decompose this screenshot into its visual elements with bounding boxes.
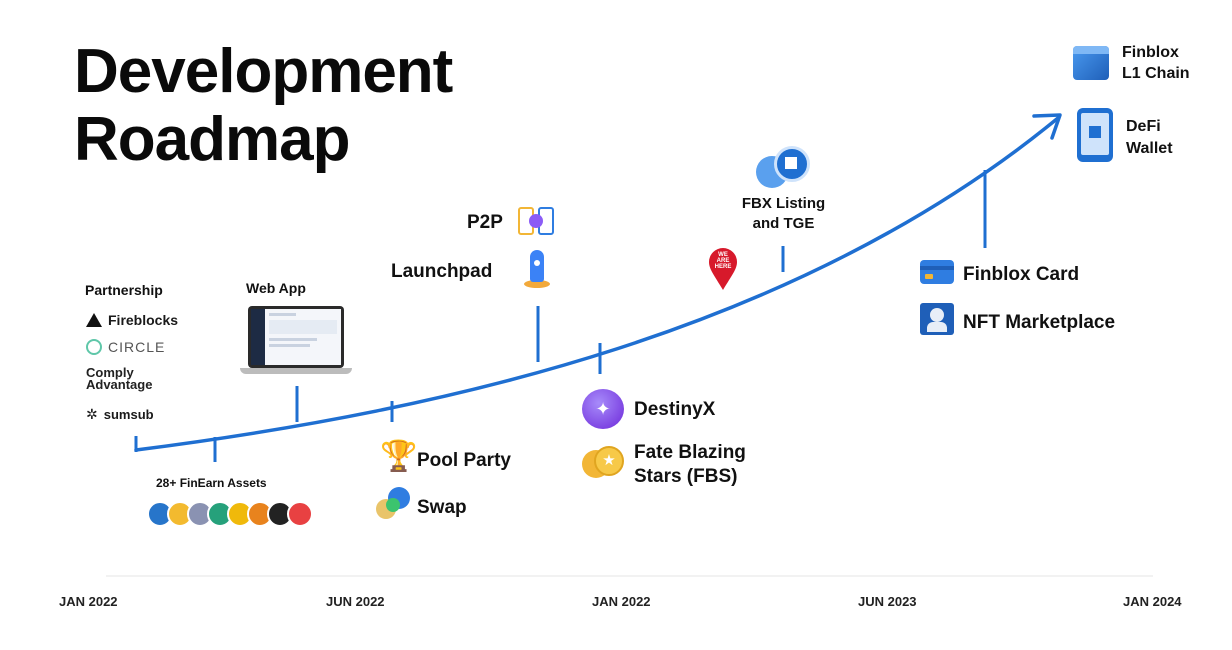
partner-sumsub: ✲ sumsub <box>86 406 154 423</box>
phone-wallet-icon <box>1077 108 1113 162</box>
cube-icon <box>1069 40 1113 82</box>
fbx-listing-label: FBX Listing and TGE <box>736 194 831 234</box>
nft-marketplace-label: NFT Marketplace <box>963 312 1116 333</box>
comply-label: Comply <box>86 365 134 380</box>
fbs-label: Fate Blazing Stars (FBS) <box>634 441 746 489</box>
nft-icon <box>920 303 954 335</box>
partner-circle: CIRCLE <box>86 339 165 355</box>
pool-party-label: Pool Party <box>417 450 511 471</box>
destinyx-label: DestinyX <box>634 399 716 420</box>
page-title: Development Roadmap <box>74 37 453 174</box>
laptop-icon <box>248 306 344 368</box>
fbs-label-line-2: Stars (FBS) <box>634 466 738 487</box>
l1-chain-label: Finblox L1 Chain <box>1122 42 1190 84</box>
curve-arrowhead <box>1032 113 1062 140</box>
partner-fireblocks: Fireblocks <box>86 312 178 328</box>
p2p-label: P2P <box>467 212 503 233</box>
l1-label-line-2: L1 Chain <box>1122 65 1190 82</box>
fbs-label-line-1: Fate Blazing <box>634 442 746 463</box>
fireblocks-icon <box>86 313 102 327</box>
title-line-1: Development <box>74 37 453 106</box>
p2p-icon <box>518 207 554 235</box>
axis-tick-3: JAN 2022 <box>592 594 651 609</box>
axis-tick-2: JUN 2022 <box>326 594 385 609</box>
defi-label-line-2: Wallet <box>1126 140 1173 157</box>
finblox-card-label: Finblox Card <box>963 264 1080 285</box>
axis-tick-1: JAN 2022 <box>59 594 118 609</box>
defi-label-line-1: DeFi <box>1126 118 1161 135</box>
axis-tick-4: JUN 2023 <box>858 594 917 609</box>
growth-curve <box>134 116 1060 452</box>
pin-text-2: ARE <box>716 258 730 264</box>
advantage-label: Advantage <box>86 377 153 392</box>
defi-wallet-label: DeFi Wallet <box>1126 116 1173 160</box>
swap-icon <box>376 487 410 521</box>
web-app-label: Web App <box>246 280 306 296</box>
swap-label: Swap <box>417 497 467 518</box>
launchpad-label: Launchpad <box>391 261 493 282</box>
destinyx-icon: ✦ <box>582 389 624 429</box>
coin-icon <box>287 501 313 527</box>
pin-text-3: HERE <box>714 264 732 270</box>
fbx-label-line-2: and TGE <box>752 215 815 232</box>
we-are-here-pin-icon: WE ARE HERE <box>708 247 738 291</box>
rocket-icon <box>520 248 554 290</box>
pin-text-1: WE <box>718 252 728 258</box>
sumsub-icon: ✲ <box>86 406 98 422</box>
title-line-2: Roadmap <box>74 105 350 174</box>
finearn-label: 28+ FinEarn Assets <box>156 476 267 490</box>
axis-tick-5: JAN 2024 <box>1123 594 1182 609</box>
coin-stack <box>147 501 313 527</box>
partner-sumsub-label: sumsub <box>103 407 154 422</box>
l1-label-line-1: Finblox <box>1122 44 1179 61</box>
fbs-coins-icon: ★ <box>582 446 624 480</box>
laptop-base <box>240 368 352 374</box>
partner-fireblocks-label: Fireblocks <box>108 312 179 328</box>
partner-circle-label: CIRCLE <box>108 339 166 355</box>
trophy-icon: 🏆 <box>380 440 418 473</box>
circle-icon <box>86 339 102 355</box>
partner-comply-advantage: Comply Advantage <box>86 365 153 392</box>
fbx-token-icon <box>756 146 812 192</box>
card-icon <box>920 260 954 284</box>
fbx-label-line-1: FBX Listing <box>741 195 826 212</box>
partnership-heading: Partnership <box>85 282 163 298</box>
